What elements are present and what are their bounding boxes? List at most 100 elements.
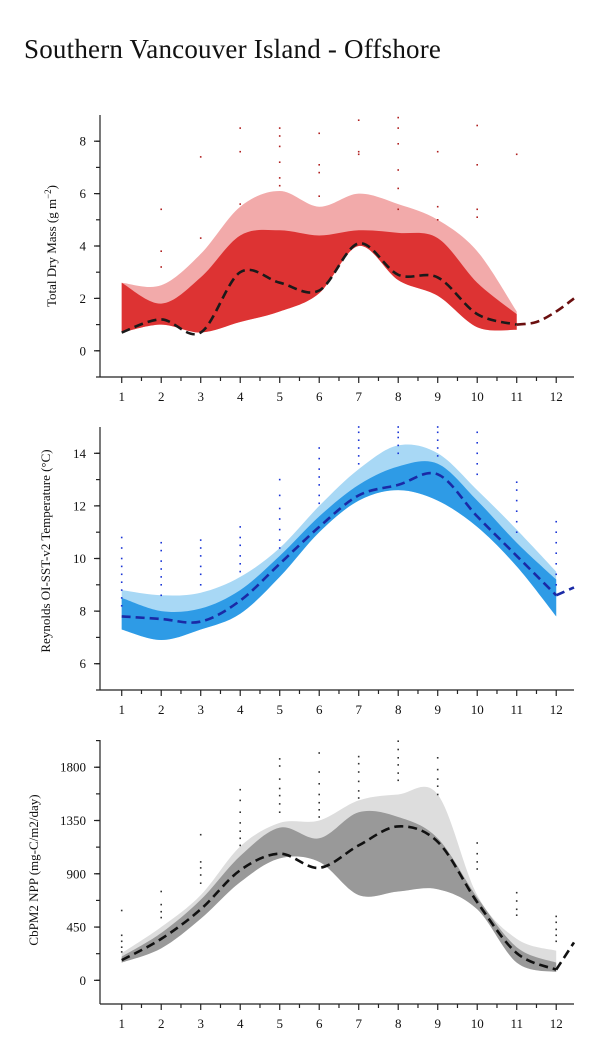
data-point — [555, 520, 557, 523]
data-point — [318, 752, 320, 754]
inner-band-area — [121, 461, 557, 640]
data-point — [357, 797, 360, 799]
inner-band-area — [121, 229, 517, 333]
data-point — [515, 914, 518, 916]
data-point — [515, 153, 518, 156]
data-point — [160, 549, 162, 552]
data-point — [476, 124, 478, 127]
data-point — [555, 934, 557, 937]
data-point — [239, 788, 241, 791]
data-point — [397, 748, 399, 751]
data-point — [555, 563, 557, 565]
data-point — [357, 150, 360, 153]
x-tick-label: 2 — [158, 702, 165, 717]
data-point — [357, 426, 360, 428]
y-tick-label: 1350 — [60, 813, 86, 828]
y-axis-label: Reynolds OI-SST-v2 Temperature (°C) — [38, 449, 53, 652]
x-tick-label: 5 — [276, 1016, 283, 1031]
x-tick-label: 10 — [471, 1016, 484, 1031]
outer-band-area — [121, 444, 557, 640]
data-point — [476, 868, 478, 870]
data-point — [239, 844, 241, 847]
data-point — [318, 457, 320, 460]
data-point — [357, 463, 360, 465]
data-point — [239, 570, 241, 573]
y-tick-label: 6 — [80, 656, 87, 671]
data-point — [278, 184, 281, 187]
y-tick-label: 0 — [80, 343, 87, 358]
mean-line — [121, 242, 518, 336]
data-point — [120, 581, 123, 583]
data-point — [397, 772, 399, 774]
data-point — [239, 811, 241, 813]
data-point — [120, 573, 123, 576]
data-point — [278, 145, 281, 148]
data-point — [199, 565, 202, 568]
data-point — [515, 531, 518, 533]
data-point — [397, 127, 399, 129]
y-tick-label: 8 — [80, 134, 87, 149]
data-point — [199, 573, 202, 576]
data-point — [476, 431, 478, 434]
x-tick-label: 4 — [237, 702, 244, 717]
data-point — [160, 890, 162, 893]
data-point — [160, 541, 162, 544]
data-point — [278, 758, 281, 760]
data-point — [397, 757, 399, 759]
data-point — [318, 171, 320, 174]
data-point — [278, 518, 281, 520]
y-tick-label: 900 — [67, 866, 87, 881]
x-tick-label: 6 — [316, 1016, 323, 1031]
x-tick-label: 4 — [237, 389, 244, 404]
data-point — [278, 794, 281, 797]
data-point — [160, 568, 162, 570]
data-point — [160, 250, 162, 252]
data-point — [318, 164, 320, 166]
page-title: Southern Vancouver Island - Offshore — [24, 34, 442, 64]
x-tick-label: 10 — [471, 389, 484, 404]
data-point — [436, 757, 439, 759]
y-axis-label: CbPM2 NPP (mg-C/m2/day) — [26, 794, 41, 945]
data-point — [357, 755, 360, 758]
data-point — [120, 940, 123, 943]
y-tick-label: 4 — [80, 239, 87, 254]
data-point — [318, 195, 320, 197]
x-tick-label: 5 — [276, 389, 283, 404]
data-point — [199, 156, 202, 158]
data-point — [199, 237, 202, 239]
data-point — [436, 455, 439, 457]
data-point — [515, 481, 518, 483]
x-tick-label: 6 — [316, 702, 323, 717]
data-point — [160, 910, 162, 913]
x-tick-label: 2 — [158, 1016, 165, 1031]
data-point — [436, 219, 439, 221]
data-point — [476, 452, 478, 455]
data-point — [397, 764, 399, 766]
x-tick-label: 7 — [355, 702, 362, 717]
data-point — [555, 552, 557, 554]
data-point — [397, 187, 399, 190]
data-point — [318, 801, 320, 804]
data-point — [278, 478, 281, 481]
x-tick-label: 3 — [197, 702, 204, 717]
data-point — [318, 502, 320, 505]
x-tick-label: 11 — [510, 1016, 523, 1031]
x-tick-label: 3 — [197, 389, 204, 404]
y-axis-label: Total Dry Mass (g m−2) — [43, 185, 59, 307]
data-point — [515, 520, 518, 523]
data-point — [120, 589, 123, 591]
data-point — [357, 455, 360, 457]
data-point — [397, 431, 399, 434]
x-tick-label: 5 — [276, 702, 283, 717]
data-point — [160, 584, 162, 586]
mean-line — [121, 825, 557, 971]
data-point — [397, 444, 399, 447]
axes — [94, 739, 574, 1010]
x-tick-label: 3 — [197, 1016, 204, 1031]
x-tick-label: 9 — [434, 702, 441, 717]
observation-points — [160, 116, 518, 268]
y-tick-label: 450 — [67, 920, 87, 935]
data-point — [160, 594, 162, 597]
